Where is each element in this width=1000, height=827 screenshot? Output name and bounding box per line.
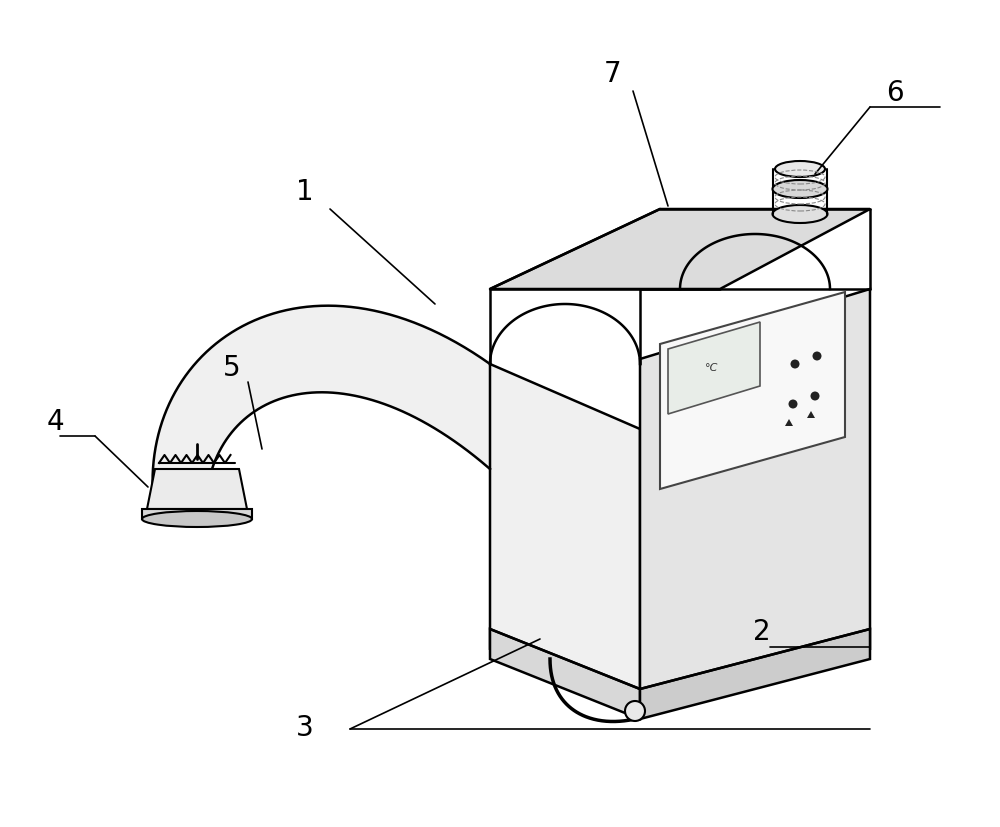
Ellipse shape [775,162,825,178]
Polygon shape [668,323,760,414]
Polygon shape [490,629,640,719]
Text: 2: 2 [753,617,771,645]
Ellipse shape [772,206,828,224]
Polygon shape [142,509,252,519]
Text: °C: °C [705,362,719,372]
Polygon shape [807,412,815,418]
Polygon shape [785,419,793,427]
Ellipse shape [772,181,828,198]
Polygon shape [490,365,640,709]
Circle shape [790,360,800,369]
Text: 4: 4 [46,408,64,436]
Circle shape [810,392,820,401]
Text: 7: 7 [604,60,622,88]
Circle shape [812,352,822,361]
Polygon shape [640,629,870,719]
Polygon shape [640,289,870,709]
Text: 5: 5 [223,354,241,381]
Polygon shape [490,210,870,289]
Circle shape [625,701,645,721]
Circle shape [788,400,798,409]
Polygon shape [660,293,845,490]
Ellipse shape [142,511,252,528]
Polygon shape [147,470,247,509]
Text: 3: 3 [296,713,314,741]
Polygon shape [153,306,490,514]
Text: 6: 6 [886,79,904,107]
Text: 1: 1 [296,178,314,206]
